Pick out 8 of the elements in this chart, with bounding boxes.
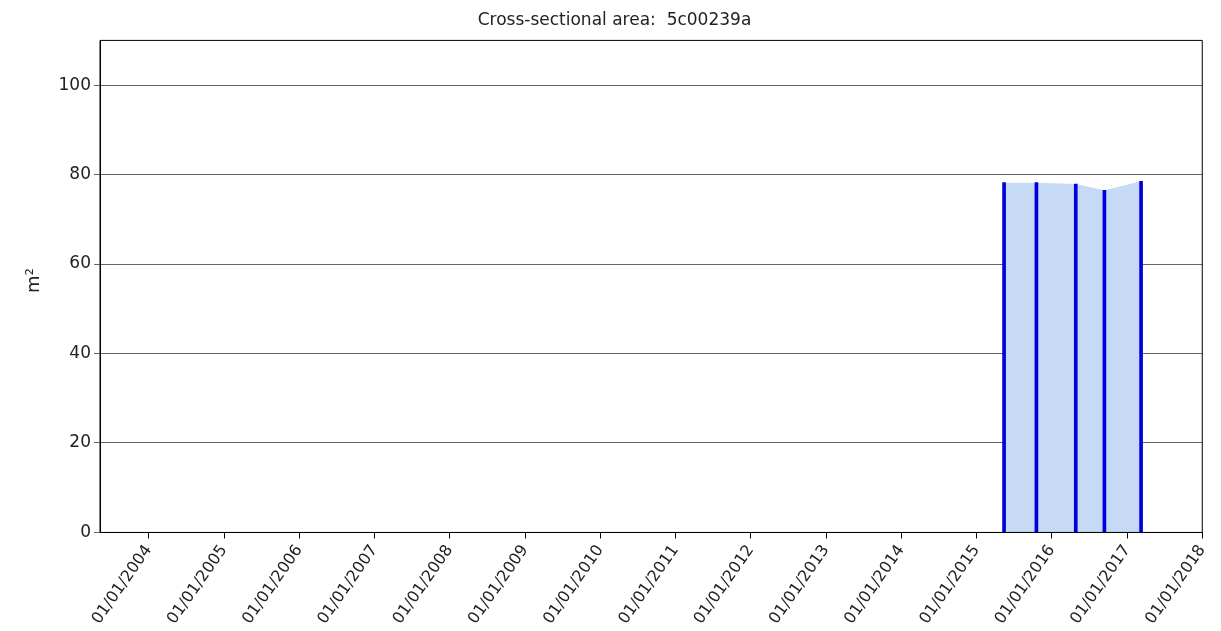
y-axis-title: m²: [21, 268, 43, 293]
y-tick-label: 20: [69, 431, 91, 452]
y-tick-label: 0: [80, 520, 91, 541]
y-tick-label: 60: [69, 252, 91, 273]
y-tick-label: 40: [69, 341, 91, 362]
chart-title: Cross-sectional area: 5c00239a: [477, 8, 752, 29]
y-tick-label: 100: [58, 73, 91, 94]
y-tick-label: 80: [69, 163, 91, 184]
